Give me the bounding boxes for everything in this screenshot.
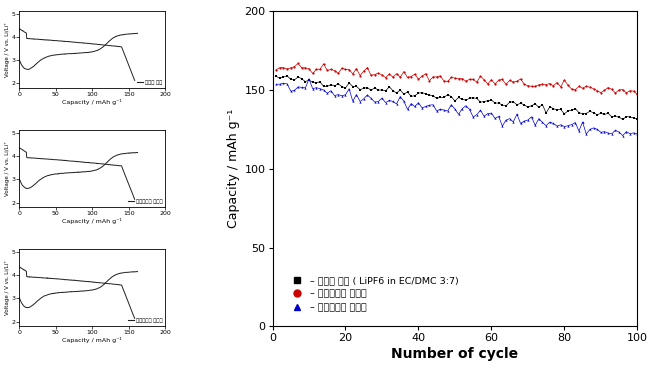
한양대학교 전해질 bbox=[272, 68, 280, 72]
상용화 제품 ( LiPF6 in EC/DMC 3:7) bbox=[633, 117, 641, 121]
한양대학교 전해질 bbox=[619, 87, 626, 92]
삼명대학교 전해질 bbox=[633, 132, 641, 136]
한양대학교 전해질 bbox=[345, 68, 353, 72]
한양대학교 전해질 bbox=[360, 69, 367, 74]
상용화 제품 ( LiPF6 in EC/DMC 3:7) bbox=[345, 81, 353, 85]
삼명대학교 전해질 bbox=[305, 76, 313, 81]
상용화 제품 ( LiPF6 in EC/DMC 3:7) bbox=[272, 74, 280, 79]
삼명대학교 전해질 bbox=[491, 116, 499, 121]
상용화 제품 ( LiPF6 in EC/DMC 3:7) bbox=[491, 101, 499, 105]
한양대학교 전해질 bbox=[608, 87, 616, 92]
삼명대학교 전해질 bbox=[462, 104, 470, 108]
Legend: 한양대학교 전해질: 한양대학교 전해질 bbox=[127, 318, 162, 324]
상용화 제품 ( LiPF6 in EC/DMC 3:7) bbox=[622, 114, 630, 119]
삼명대학교 전해질 bbox=[608, 132, 616, 136]
Legend: 삼명대학교 전해질: 삼명대학교 전해질 bbox=[127, 198, 162, 204]
삼명대학교 전해질 bbox=[619, 134, 626, 138]
Y-axis label: Voltage / V vs. Li/Li⁺: Voltage / V vs. Li/Li⁺ bbox=[5, 260, 10, 315]
Y-axis label: Voltage / V vs. Li/Li⁺: Voltage / V vs. Li/Li⁺ bbox=[5, 141, 10, 196]
삼명대학교 전해질 bbox=[345, 87, 353, 91]
X-axis label: Capacity / mAh g⁻¹: Capacity / mAh g⁻¹ bbox=[62, 218, 122, 224]
삼명대학교 전해질 bbox=[272, 82, 280, 87]
X-axis label: Capacity / mAh g⁻¹: Capacity / mAh g⁻¹ bbox=[62, 337, 122, 343]
Line: 상용화 제품 ( LiPF6 in EC/DMC 3:7): 상용화 제품 ( LiPF6 in EC/DMC 3:7) bbox=[275, 75, 639, 121]
상용화 제품 ( LiPF6 in EC/DMC 3:7) bbox=[619, 117, 626, 122]
한양대학교 전해질 bbox=[294, 61, 302, 66]
상용화 제품 ( LiPF6 in EC/DMC 3:7) bbox=[462, 98, 470, 102]
Y-axis label: Voltage / V vs. Li/Li⁺: Voltage / V vs. Li/Li⁺ bbox=[5, 22, 10, 77]
X-axis label: Capacity / mAh g⁻¹: Capacity / mAh g⁻¹ bbox=[62, 99, 122, 105]
상용화 제품 ( LiPF6 in EC/DMC 3:7) bbox=[608, 114, 616, 119]
상용화 제품 ( LiPF6 in EC/DMC 3:7) bbox=[283, 74, 291, 78]
Line: 한양대학교 전해질: 한양대학교 전해질 bbox=[275, 62, 639, 95]
Y-axis label: Capacity / mAh g⁻¹: Capacity / mAh g⁻¹ bbox=[227, 109, 240, 228]
한양대학교 전해질 bbox=[633, 92, 641, 96]
한양대학교 전해질 bbox=[491, 82, 499, 86]
X-axis label: Number of cycle: Number of cycle bbox=[391, 347, 518, 362]
상용화 제품 ( LiPF6 in EC/DMC 3:7) bbox=[360, 86, 367, 91]
한양대학교 전해질 bbox=[462, 79, 470, 84]
Legend: – 상용화 제품 ( LiPF6 in EC/DMC 3:7), – 한양대학교 전해질, – 삼명대학교 전해질: – 상용화 제품 ( LiPF6 in EC/DMC 3:7), – 한양대학교… bbox=[285, 273, 462, 315]
삼명대학교 전해질 bbox=[622, 129, 630, 134]
Legend: 상용화 제품: 상용화 제품 bbox=[137, 80, 162, 86]
삼명대학교 전해질 bbox=[360, 97, 367, 101]
Line: 삼명대학교 전해질: 삼명대학교 전해질 bbox=[275, 78, 639, 137]
